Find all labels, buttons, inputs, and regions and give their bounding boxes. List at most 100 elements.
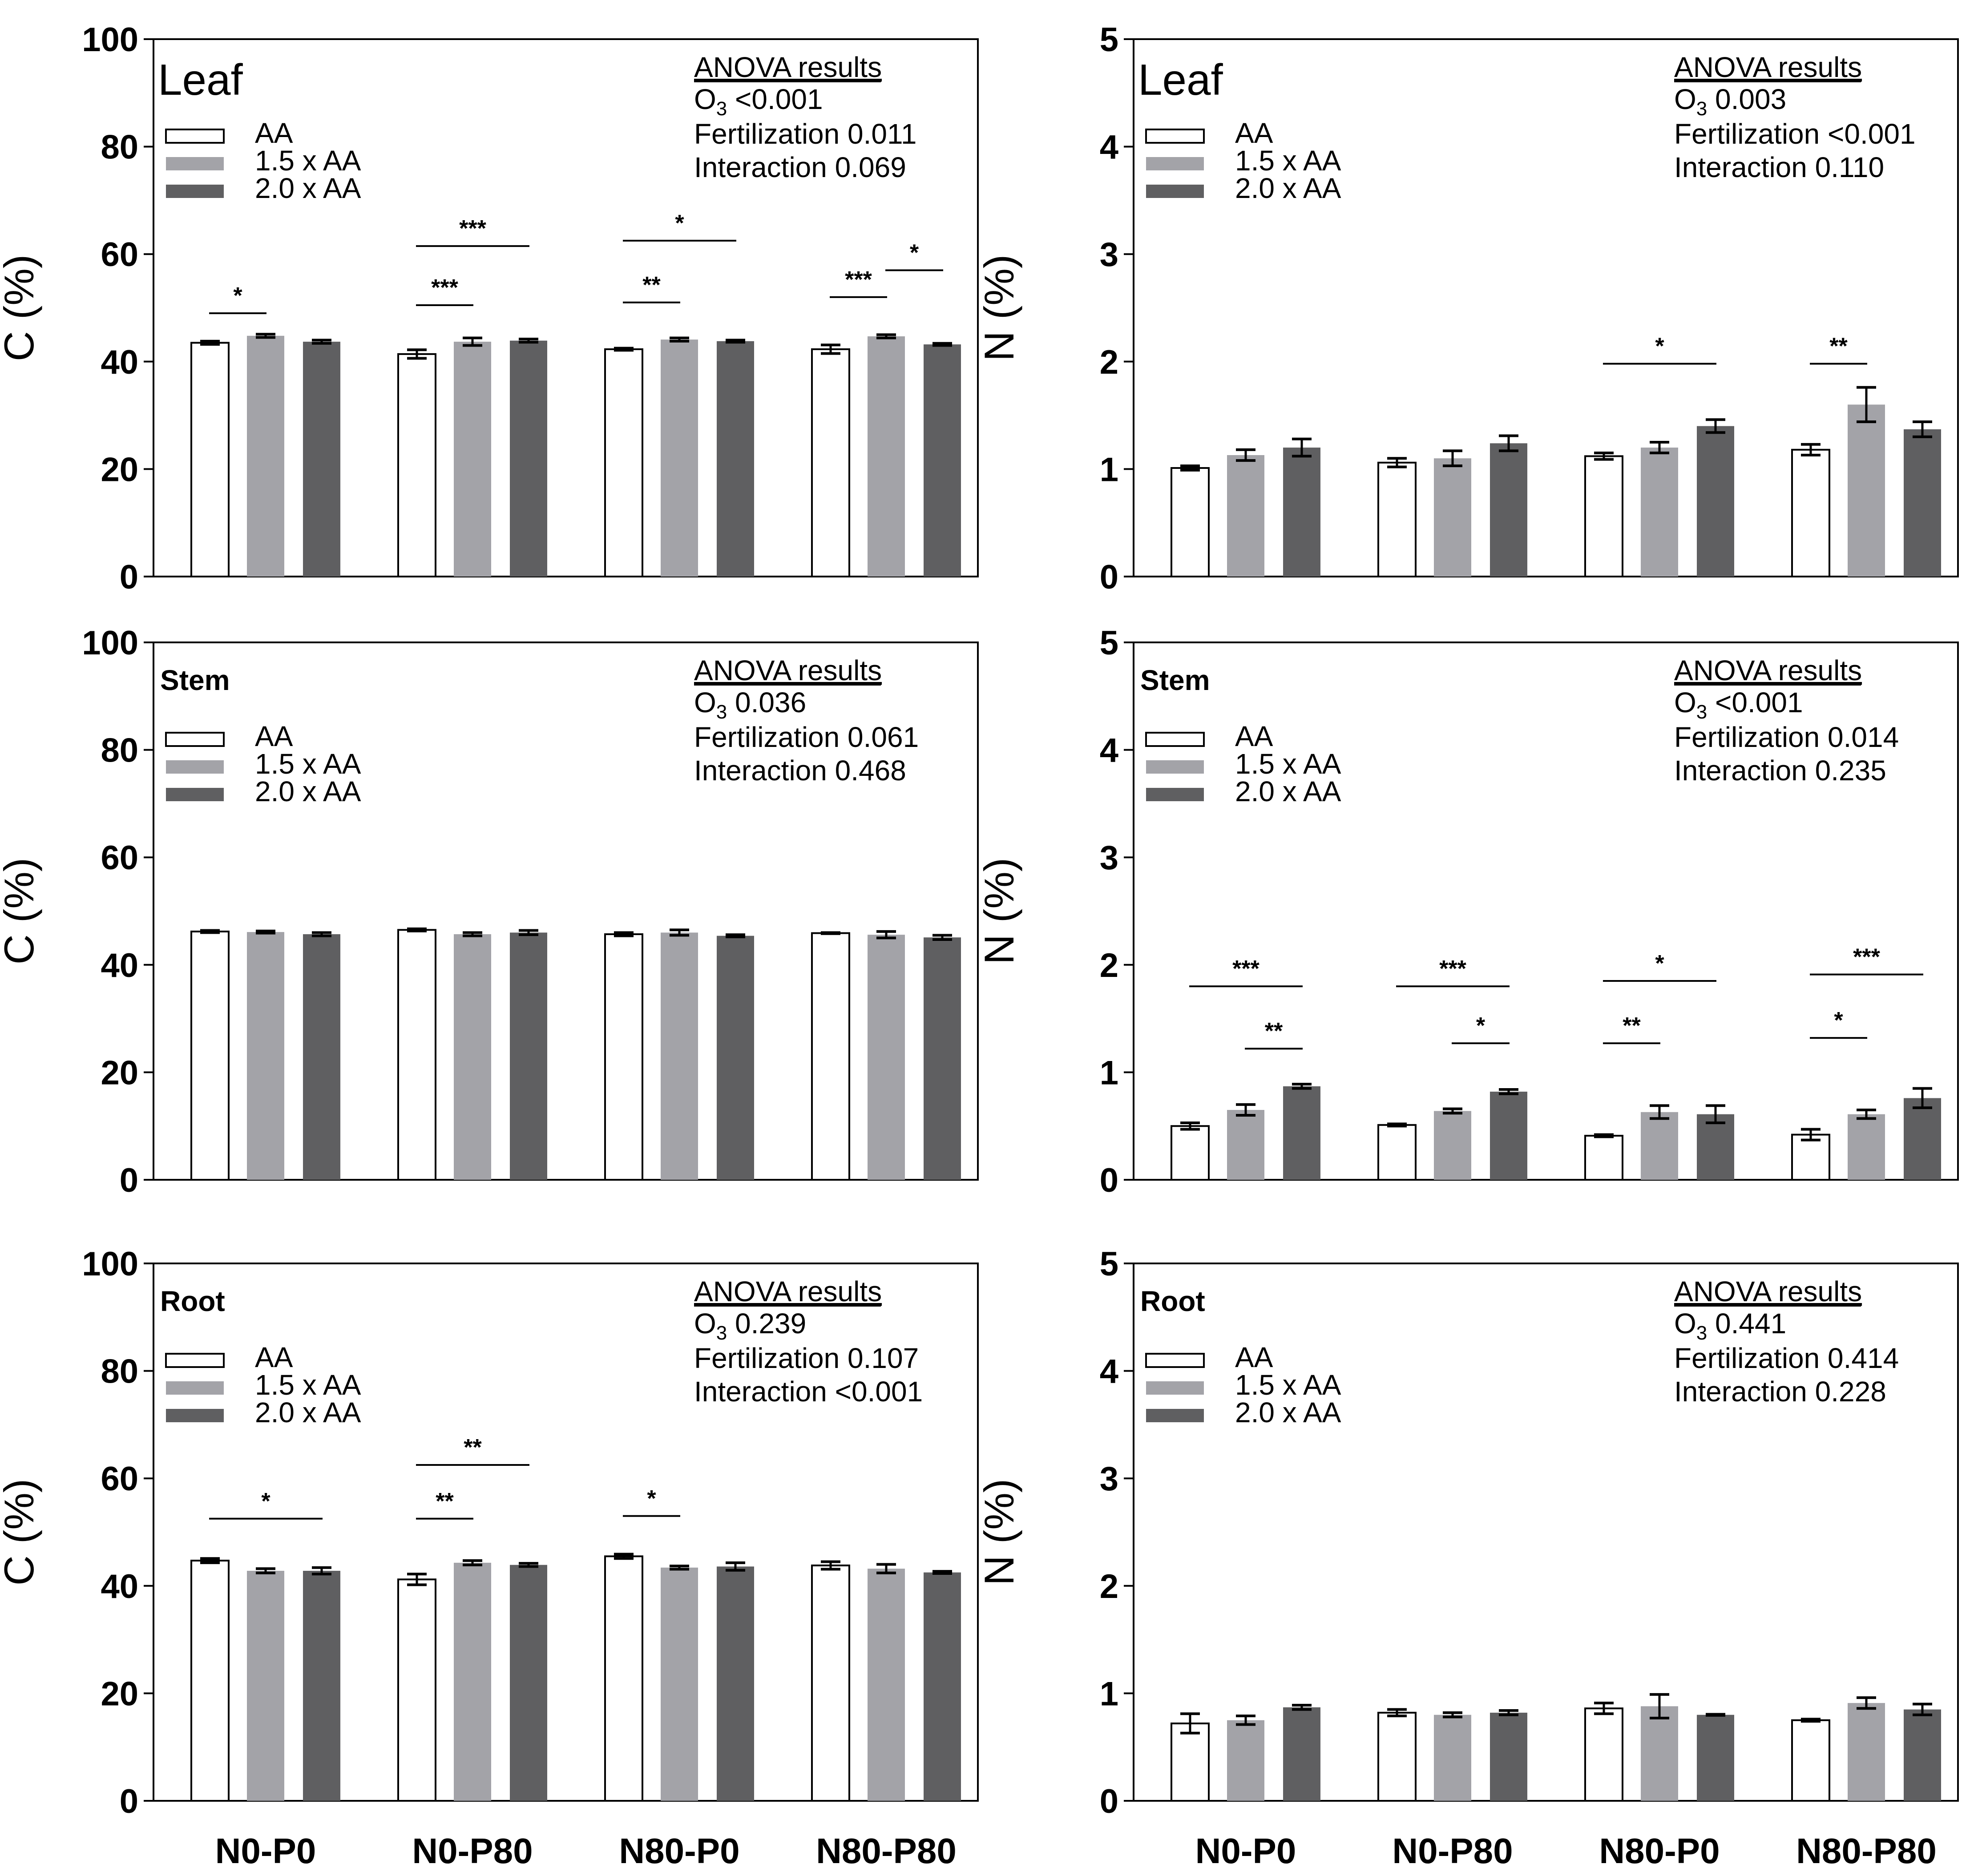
legend-swatch	[1146, 760, 1204, 774]
bar-N0-P0-1.5 x AA	[1227, 455, 1264, 577]
bar-N80-P0-2.0 x AA	[1697, 1715, 1734, 1801]
bar-N80-P0-AA	[604, 348, 643, 577]
anova-interaction: Interaction 0.468	[694, 754, 906, 787]
significance-label: **	[464, 1435, 482, 1460]
anova-interaction: Interaction 0.110	[1674, 151, 1884, 183]
significance-label: *	[1834, 1008, 1843, 1033]
y-tick-label: 40	[101, 343, 138, 381]
bar-N0-P0-1.5 x AA	[1227, 1720, 1264, 1801]
significance-label: *	[261, 1489, 270, 1514]
legend-label: AA	[255, 1341, 293, 1373]
y-tick-label: 80	[101, 129, 138, 166]
x-category-label: N80-P80	[1796, 1831, 1937, 1871]
y-tick-label: 1	[1100, 1675, 1118, 1713]
significance-label: ***	[1853, 944, 1880, 970]
anova-fertilization: Fertilization 0.014	[1674, 721, 1899, 753]
bar-N80-P80-AA	[1791, 1134, 1830, 1181]
significance-label: ***	[845, 267, 872, 293]
y-tick-label: 80	[101, 1353, 138, 1391]
y-tick-label: 20	[101, 1054, 138, 1092]
bar-N0-P0-2.0 x AA	[1283, 448, 1320, 577]
anova-heading: ANOVA results	[694, 654, 882, 686]
bar-N0-P0-1.5 x AA	[247, 335, 284, 577]
significance-label: *	[675, 210, 684, 236]
bar-N0-P80-2.0 x AA	[1490, 1091, 1527, 1180]
legend-swatch	[1146, 1381, 1204, 1395]
x-category-label: N0-P80	[412, 1831, 533, 1871]
bar-N0-P80-AA	[1377, 461, 1417, 578]
panel-title: Leaf	[158, 55, 243, 104]
y-tick-label: 20	[101, 1675, 138, 1713]
bar-N80-P0-AA	[1584, 1707, 1623, 1802]
bar-N80-P0-1.5 x AA	[1641, 1706, 1678, 1801]
legend-label: AA	[1235, 117, 1273, 149]
panel-title: Root	[1140, 1285, 1205, 1317]
legend-label: 1.5 x AA	[255, 1369, 361, 1401]
legend-swatch	[166, 760, 224, 774]
bar-N80-P0-AA	[604, 1555, 643, 1802]
panel-title: Leaf	[1138, 55, 1223, 104]
significance-label: **	[1265, 1018, 1283, 1044]
anova-o3: O3 <0.001	[1674, 686, 1803, 723]
legend-label: AA	[255, 117, 293, 149]
anova-o3: O3 0.036	[694, 686, 806, 723]
legend-label: AA	[1235, 720, 1273, 752]
bar-N80-P0-1.5 x AA	[661, 1567, 698, 1801]
bar-N0-P0-AA	[190, 1560, 230, 1802]
significance-label: *	[233, 283, 242, 309]
legend-swatch	[1146, 157, 1204, 170]
anova-interaction: Interaction <0.001	[694, 1376, 923, 1408]
y-tick-label: 100	[82, 21, 138, 59]
x-category-label: N80-P0	[619, 1831, 739, 1871]
anova-fertilization: Fertilization 0.107	[694, 1342, 919, 1374]
panel-title: Stem	[1140, 664, 1210, 696]
legend-swatch	[166, 788, 224, 801]
legend-label: 1.5 x AA	[1235, 748, 1341, 780]
anova-interaction: Interaction 0.235	[1674, 754, 1886, 787]
anova-o3: O3 0.003	[1674, 83, 1786, 120]
bar-N0-P80-1.5 x AA	[1434, 458, 1471, 577]
bar-N80-P80-2.0 x AA	[924, 344, 961, 577]
panel-root-n: 0 1 2 3 4 5 N (%) N0-P0 N0-P80 N80-P0 N80-P80 Root A…	[976, 1245, 1959, 1871]
anova-interaction: Interaction 0.069	[694, 151, 906, 183]
bar-N0-P0-AA	[1171, 1723, 1210, 1802]
anova-fertilization: Fertilization 0.414	[1674, 1342, 1899, 1374]
bar-N0-P80-2.0 x AA	[510, 340, 547, 577]
legend-label: 2.0 x AA	[255, 172, 361, 204]
legend-swatch	[166, 185, 224, 198]
bar-N0-P0-AA	[190, 930, 230, 1181]
y-tick-label: 0	[120, 558, 138, 596]
anova-heading: ANOVA results	[1674, 1275, 1862, 1307]
legend-swatch	[166, 1409, 224, 1422]
bar-N0-P80-AA	[397, 929, 436, 1181]
legend-label: AA	[1235, 1341, 1273, 1373]
bar-N80-P80-2.0 x AA	[924, 1572, 961, 1801]
bar-N80-P0-1.5 x AA	[661, 932, 698, 1180]
bar-N80-P80-AA	[811, 932, 850, 1181]
x-category-label: N0-P80	[1392, 1831, 1513, 1871]
significance-label: **	[436, 1489, 454, 1514]
bar-N0-P0-AA	[1171, 467, 1210, 578]
legend-label: 2.0 x AA	[1235, 1396, 1341, 1428]
panel-root-c: 0 20 40 60 80 100 C (%) N0-P0 N0-P80 N80-P0 N80-P8…	[0, 1245, 979, 1871]
legend-swatch	[1146, 185, 1204, 198]
y-tick-label: 40	[101, 947, 138, 984]
legend-swatch	[1145, 732, 1205, 747]
y-tick-label: 4	[1100, 1353, 1118, 1391]
anova-heading: ANOVA results	[694, 1275, 882, 1307]
anova-interaction: Interaction 0.228	[1674, 1376, 1886, 1408]
legend-swatch	[165, 129, 225, 144]
bar-N0-P80-AA	[397, 353, 436, 577]
plot-frame	[1133, 1263, 1959, 1802]
bar-N0-P80-AA	[1377, 1124, 1417, 1181]
anova-heading: ANOVA results	[1674, 654, 1862, 686]
x-category-label: N80-P0	[1599, 1831, 1720, 1871]
legend-swatch	[166, 157, 224, 170]
bar-N0-P80-2.0 x AA	[1490, 1712, 1527, 1801]
bar-N80-P80-2.0 x AA	[1904, 1098, 1941, 1180]
y-tick-label: 0	[1100, 558, 1118, 596]
significance-label: ***	[1439, 956, 1466, 982]
bar-N0-P80-2.0 x AA	[510, 932, 547, 1180]
